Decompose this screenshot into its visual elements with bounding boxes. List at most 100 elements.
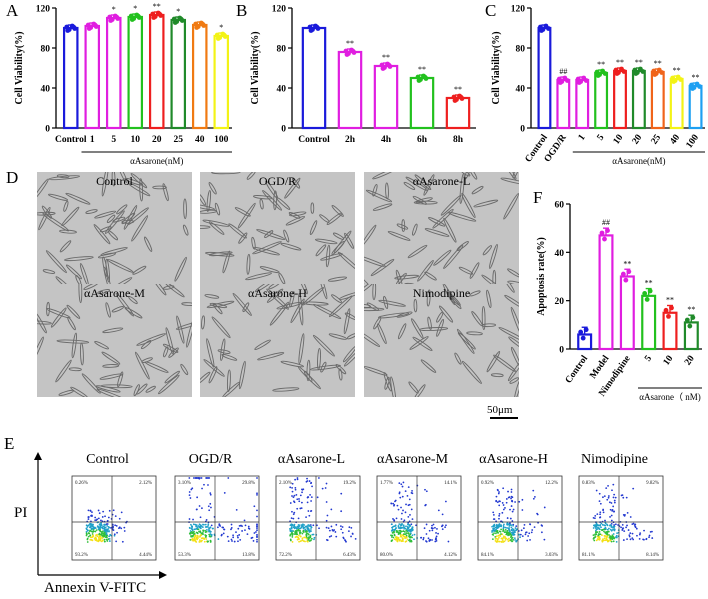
bar-group: ** (683, 305, 699, 351)
y-tick-label: 0 (45, 125, 50, 135)
significance-mark: ** (454, 85, 462, 94)
micrograph-image (364, 172, 519, 285)
quadrant-value: 29.8% (242, 481, 255, 486)
data-point (557, 80, 563, 85)
data-point (308, 28, 314, 33)
category-label: Control (564, 354, 590, 386)
data-point (215, 36, 221, 41)
data-point (595, 73, 601, 78)
micrograph-title: αAsarone-H (248, 286, 307, 300)
bar (613, 69, 627, 130)
quadrant-value: 72.2% (279, 553, 292, 558)
data-point (663, 307, 669, 313)
data-point (642, 291, 648, 296)
bar-group: ** (669, 66, 684, 130)
bar-group: ** (688, 73, 703, 130)
data-point (178, 16, 184, 22)
bar-group (577, 326, 593, 351)
significance-mark: ** (687, 305, 695, 314)
data-point (633, 71, 639, 76)
panel-letter-c: C (485, 1, 497, 20)
bar (148, 13, 165, 130)
bar (631, 69, 646, 130)
category-label: 10 (612, 133, 626, 147)
bar-group: ## (556, 67, 571, 130)
flow-plot-title: αAsarone-L (277, 452, 346, 467)
bar (669, 77, 684, 130)
quadrant-value: 3.10% (178, 481, 191, 486)
data-point (546, 26, 551, 31)
significance-mark: ## (602, 218, 610, 227)
category-label: 40 (668, 133, 682, 147)
significance-mark: * (112, 5, 116, 14)
bar-group: ** (631, 58, 646, 130)
panel-letter-d: D (6, 168, 19, 187)
bar-group (191, 20, 208, 130)
data-point (108, 18, 114, 23)
bar-group: * (170, 7, 187, 130)
data-point (92, 22, 98, 28)
quadrant-value: 4.44% (139, 553, 152, 558)
bar (683, 321, 699, 351)
flow-plot: 1.77% 14.1% 80.0% 4.12% (376, 475, 462, 561)
category-label: Control (55, 135, 87, 145)
quadrant-value: 13.8% (242, 553, 255, 558)
bar-group: ** (641, 279, 657, 351)
flow-plot: 3.10% 29.8% 53.3% 13.8% (174, 475, 260, 561)
significance-mark: * (133, 4, 137, 13)
quadrant-value: 14.1% (444, 481, 457, 486)
data-point (135, 13, 141, 19)
category-label: 25 (650, 133, 664, 147)
data-point (344, 52, 350, 57)
quadrant-value: 4.12% (444, 553, 457, 558)
chart-b: 0 40 80 120 Cell Viability(%) Control ** 2h ** 4h… (250, 5, 476, 145)
category-label: 1 (577, 133, 588, 143)
bar (619, 275, 635, 351)
quadrant-value: 1.77% (380, 481, 393, 486)
y-tick-label: 120 (36, 5, 51, 15)
category-label: 10 (662, 354, 676, 368)
y-axis-label: Cell Viability(%) (250, 31, 261, 104)
significance-mark: * (219, 23, 223, 32)
data-point (71, 24, 77, 30)
y-tick-label: 0 (559, 346, 564, 356)
flow-plot-title: Nimodipine (581, 452, 648, 467)
significance-mark: ** (153, 2, 161, 11)
bar (556, 78, 571, 130)
flow-plot: 0.92% 12.2% 84.1% 3.03% (477, 475, 563, 561)
data-point (671, 79, 677, 84)
quadrant-value: 80.0% (380, 553, 393, 558)
micrograph-image (37, 284, 192, 397)
data-point (647, 288, 653, 294)
data-point (172, 20, 178, 25)
significance-mark: ## (559, 67, 567, 76)
category-label: Control (298, 135, 330, 145)
data-point (690, 86, 695, 91)
bar-group (84, 21, 101, 130)
category-label: 100 (214, 135, 229, 145)
significance-mark: * (176, 7, 180, 16)
category-label: 5 (596, 133, 607, 143)
bar-group: * (127, 4, 144, 130)
panel-letter-f: F (533, 188, 543, 207)
flow-y-axis-label: PI (14, 505, 28, 521)
significance-mark: ** (692, 73, 700, 82)
y-tick-label: 40 (277, 85, 287, 95)
bar-group (537, 23, 552, 130)
data-point (614, 71, 620, 76)
data-point (583, 327, 589, 333)
bar (105, 16, 122, 130)
significance-mark: ** (597, 60, 605, 69)
micrograph-title: Control (96, 174, 133, 188)
data-point (576, 80, 582, 85)
data-point (599, 230, 605, 236)
category-label: 25 (174, 135, 184, 145)
data-point (380, 66, 386, 71)
bar (373, 64, 399, 130)
flow-plot-title: αAsarone-M (376, 452, 449, 467)
data-point (640, 69, 646, 74)
flow-plot: 2.10% 19.2% 72.2% 6.43% (275, 475, 361, 561)
category-label: 100 (685, 133, 702, 151)
